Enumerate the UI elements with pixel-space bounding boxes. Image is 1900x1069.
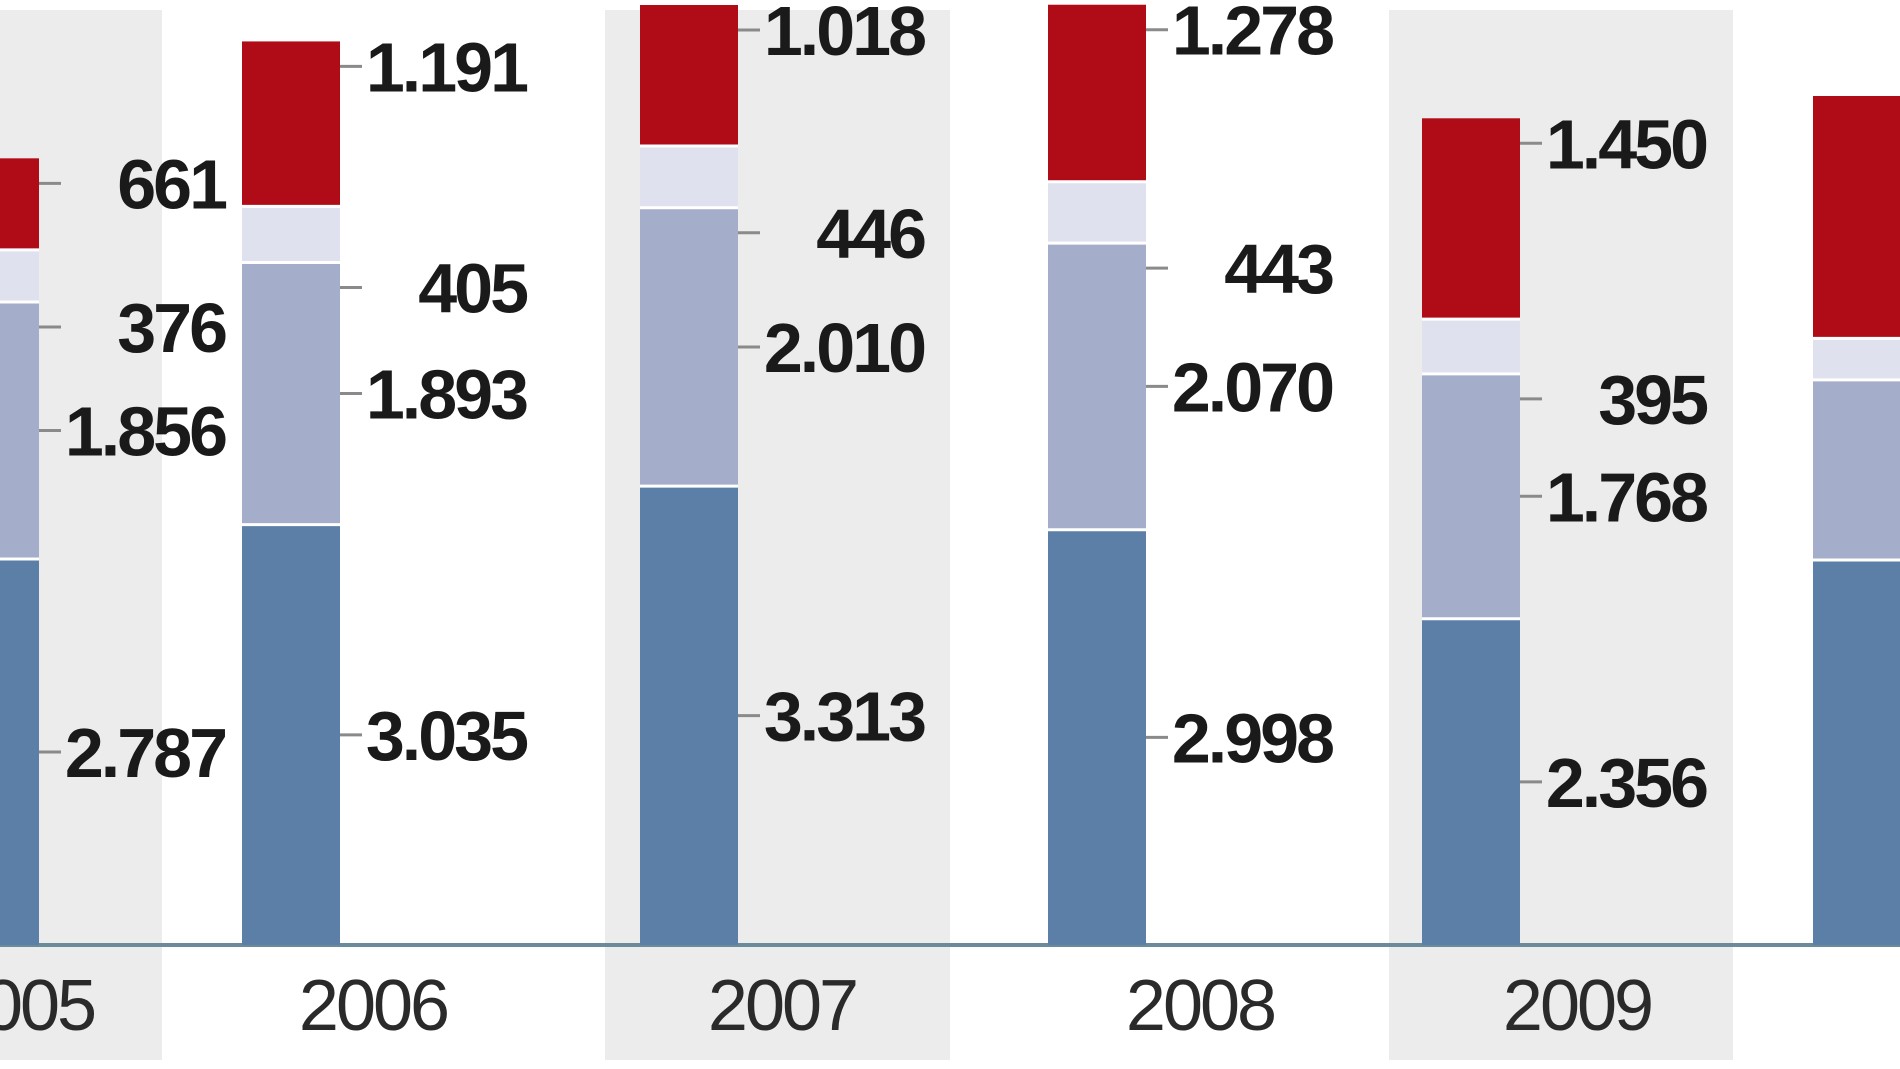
bar-2005-segment-1	[0, 559, 39, 945]
value-label-2006-segment-1: 3.035	[366, 697, 527, 775]
year-label-2007: 2007	[708, 966, 856, 1046]
value-label-2007-segment-2: 2.010	[764, 309, 925, 387]
year-label-2005: 2005	[0, 966, 95, 1046]
value-label-2007-segment-4: 1.018	[764, 0, 925, 70]
bar-2005-segment-3	[0, 249, 39, 302]
bar-2010-segment-3	[1813, 338, 1900, 380]
value-label-2007-segment-1: 3.313	[764, 678, 925, 756]
bar-2009-segment-3	[1422, 319, 1520, 374]
bar-2009-segment-1	[1422, 618, 1520, 945]
value-label-2008-segment-4: 1.278	[1172, 0, 1333, 70]
value-label-2006-segment-3: 405	[418, 249, 527, 327]
value-label-2005-segment-2: 1.856	[65, 392, 226, 470]
bar-2006-segment-2	[242, 262, 340, 525]
bar-2007-segment-3	[640, 145, 738, 208]
bar-2008-segment-2	[1048, 243, 1146, 530]
bar-2006-segment-1	[242, 524, 340, 945]
bar-2008-segment-3	[1048, 181, 1146, 244]
bar-2010-segment-1	[1813, 559, 1900, 945]
value-label-2009-segment-4: 1.450	[1546, 105, 1707, 183]
bar-2008-segment-4	[1048, 4, 1146, 182]
bar-2010-segment-4	[1813, 95, 1900, 339]
year-label-2008: 2008	[1126, 966, 1274, 1046]
value-label-2007-segment-3: 446	[816, 195, 925, 273]
bar-2008-segment-1	[1048, 529, 1146, 945]
value-label-2005-segment-4: 661	[117, 145, 226, 223]
bar-2006-segment-3	[242, 206, 340, 263]
value-label-2006-segment-4: 1.191	[366, 28, 527, 106]
year-label-2006: 2006	[299, 966, 447, 1046]
bar-2005-segment-4	[0, 158, 39, 250]
value-label-2009-segment-1: 2.356	[1546, 744, 1707, 822]
year-label-2009: 2009	[1503, 966, 1651, 1046]
bar-2007-segment-2	[640, 207, 738, 487]
bar-2010-segment-2	[1813, 379, 1900, 560]
bar-2007-segment-1	[640, 486, 738, 945]
value-label-2008-segment-2: 2.070	[1172, 348, 1333, 426]
value-label-2009-segment-3: 395	[1598, 361, 1707, 439]
bar-2006-segment-4	[242, 41, 340, 207]
value-label-2005-segment-1: 2.787	[65, 714, 225, 792]
value-label-2005-segment-3: 376	[117, 289, 226, 367]
bar-2007-segment-4	[640, 5, 738, 146]
bar-2009-segment-2	[1422, 373, 1520, 619]
value-label-2006-segment-2: 1.893	[366, 356, 527, 434]
bar-2005-segment-2	[0, 301, 39, 560]
value-label-2008-segment-3: 443	[1224, 230, 1333, 308]
bar-2009-segment-4	[1422, 118, 1520, 320]
value-label-2008-segment-1: 2.998	[1172, 699, 1333, 777]
value-label-2009-segment-2: 1.768	[1546, 458, 1707, 536]
